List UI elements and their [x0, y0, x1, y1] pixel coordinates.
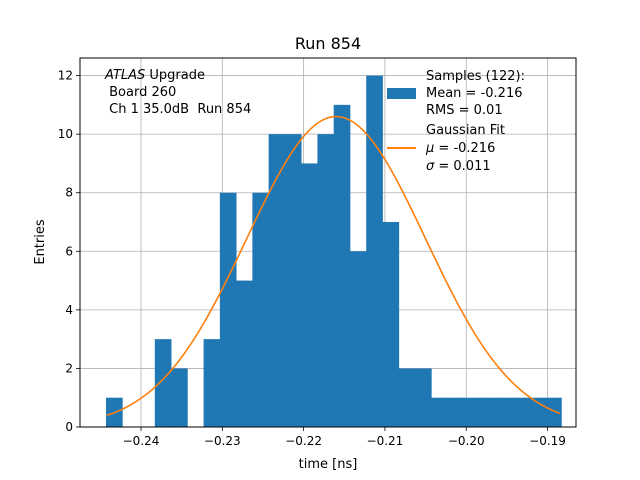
histogram-bar [252, 192, 270, 427]
histogram-bar [171, 368, 188, 427]
mu-symbol: μ [425, 141, 434, 156]
run-annotation: ATLAS Upgrade Board 260 Ch 1 35.0dB Run … [104, 68, 251, 117]
annotation-line-3: Ch 1 35.0dB Run 854 [105, 102, 251, 117]
gaussian-fit-line [106, 115, 561, 417]
sigma-symbol: σ [426, 159, 435, 174]
y-axis-label: Entries [33, 219, 48, 265]
legend-fit-line-2: μ = -0.216 [425, 141, 495, 156]
histogram-bar [447, 397, 465, 427]
annotation-line-1: ATLAS Upgrade [104, 68, 205, 83]
upgrade-label: Upgrade [145, 68, 205, 83]
chart-title: Run 854 [295, 34, 361, 53]
y-tick-label: 0 [65, 420, 73, 434]
histogram-bar [349, 251, 367, 427]
histogram-bar [236, 280, 253, 427]
histogram-bar [317, 134, 335, 427]
x-tick-label: −0.24 [123, 434, 160, 448]
histogram-bar [154, 339, 172, 427]
legend-samples-line-1: Samples (122): [426, 69, 525, 84]
atlas-label: ATLAS [104, 68, 145, 83]
histogram-bar [301, 163, 318, 427]
x-tick-label: −0.21 [367, 434, 404, 448]
histogram-bar [366, 75, 383, 428]
y-tick-label: 6 [65, 244, 73, 258]
y-tick-label: 10 [58, 127, 73, 141]
histogram-bar [333, 104, 351, 427]
histogram-bar [480, 397, 497, 427]
legend-samples-line-3: RMS = 0.01 [426, 103, 503, 118]
histogram-bar [512, 397, 530, 427]
x-tick-label: −0.23 [204, 434, 241, 448]
sigma-value: = 0.011 [434, 159, 490, 174]
histogram-bar [545, 397, 562, 427]
histogram-bar [203, 339, 221, 427]
histogram-bars [106, 75, 562, 428]
x-tick-label: −0.20 [448, 434, 485, 448]
histogram-bar [431, 397, 448, 427]
legend-samples-swatch [387, 88, 416, 99]
x-tick-label: −0.22 [285, 434, 322, 448]
histogram-bar [284, 134, 302, 427]
y-tick-label: 2 [65, 361, 73, 375]
legend-fit-line-3: σ = 0.011 [426, 159, 491, 174]
x-axis-label: time [ns] [299, 457, 358, 472]
histogram-bar [415, 368, 432, 427]
y-axis-ticks: 0 2 4 6 8 10 12 [58, 69, 80, 434]
gaussian-fit-curve [106, 115, 561, 417]
x-tick-label: −0.19 [529, 434, 566, 448]
plot-frame [79, 57, 577, 428]
histogram-bar [496, 397, 513, 427]
x-axis-ticks: −0.24 −0.23 −0.22 −0.21 −0.20 −0.19 [123, 427, 566, 448]
legend-fit-line-1: Gaussian Fit [426, 123, 505, 138]
y-tick-label: 12 [58, 69, 73, 83]
legend: Samples (122): Mean = -0.216 RMS = 0.01 … [387, 69, 525, 174]
annotation-line-2: Board 260 [105, 85, 176, 100]
histogram-bar [463, 397, 481, 427]
y-tick-label: 4 [65, 303, 73, 317]
histogram-bar [382, 222, 400, 427]
histogram-bar [268, 134, 286, 427]
histogram-bar [219, 192, 237, 427]
legend-samples-line-2: Mean = -0.216 [426, 86, 522, 101]
mu-value: = -0.216 [434, 141, 495, 156]
histogram-bar [398, 368, 416, 427]
y-tick-label: 8 [65, 186, 73, 200]
